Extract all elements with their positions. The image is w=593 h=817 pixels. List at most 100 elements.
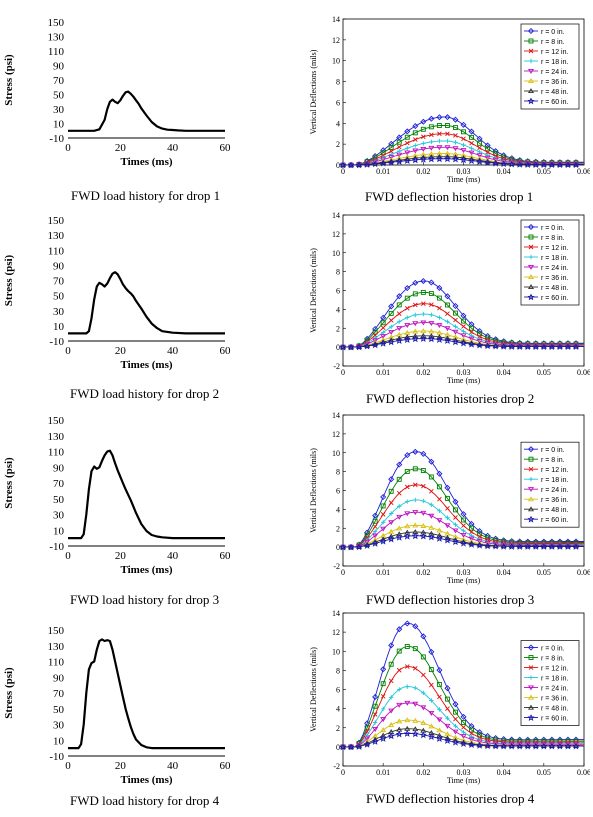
plus-marker [397, 504, 402, 509]
square-marker [461, 129, 466, 135]
triangle-up-marker [436, 527, 443, 533]
legend-label: r = 36 in. [541, 275, 568, 282]
x-marker [453, 515, 458, 520]
star-marker [476, 341, 483, 349]
star-marker [444, 155, 451, 163]
x-marker [388, 318, 394, 323]
star-marker [419, 335, 427, 343]
triangle-up-marker [428, 328, 435, 334]
y-tick-label: -2 [333, 362, 340, 371]
x-marker [437, 305, 442, 311]
legend-label: r = 24 in. [541, 265, 568, 272]
plus-marker [372, 335, 378, 341]
triangle-up-marker [420, 523, 427, 528]
star-marker [339, 161, 347, 169]
legend-label: r = 24 in. [541, 69, 568, 76]
plus-marker [380, 520, 386, 525]
x-tick-label: 0.03 [457, 768, 471, 777]
y-tick-label: 10 [332, 249, 340, 258]
triangle-down-marker [372, 533, 379, 539]
diamond-marker [388, 303, 395, 310]
star-marker [556, 543, 564, 550]
triangle-up-marker [527, 694, 535, 700]
y-tick-label: 10 [53, 119, 65, 131]
x-axis-label: Time (ms) [447, 776, 481, 785]
triangle-up-marker [404, 717, 411, 723]
star-marker [532, 161, 540, 169]
plus-marker [380, 706, 386, 712]
star-marker [484, 159, 492, 166]
triangle-open-marker [444, 153, 451, 159]
x-marker [380, 512, 386, 517]
load-chart-3: -10 10 30 50 70 90 110 130 150 0 20 40 60 Times (ms) S… [0, 412, 235, 577]
diamond-marker [420, 450, 427, 457]
x-marker [396, 490, 402, 496]
star-marker [548, 343, 556, 351]
plus-marker [445, 515, 450, 520]
plus-marker [453, 324, 458, 329]
legend-label: r = 18 in. [541, 477, 568, 484]
plus-marker [389, 695, 394, 700]
diamond-marker [460, 511, 467, 518]
square-marker [396, 476, 402, 482]
x-tick-label: 0 [341, 768, 345, 777]
plus-marker [461, 528, 466, 533]
triangle-open-marker [388, 533, 395, 539]
triangle-down-marker [476, 539, 483, 545]
y-tick-label: 10 [332, 57, 340, 66]
triangle-down-marker [420, 705, 427, 711]
diamond-marker [396, 293, 403, 300]
x-marker [445, 311, 450, 317]
legend-label: r = 60 in. [541, 99, 568, 106]
star-marker [476, 158, 483, 166]
diamond-marker [428, 115, 435, 122]
triangle-open-marker [436, 334, 443, 340]
square-marker [372, 703, 378, 709]
x-tick-label: 0.02 [416, 568, 430, 577]
star-marker [460, 740, 467, 748]
x-tick-label: 0.01 [376, 368, 390, 377]
star-marker [339, 743, 347, 751]
x-marker [528, 665, 534, 670]
y-axis-label: Stress (psi) [3, 54, 15, 106]
x-axis-label: Time (ms) [447, 175, 481, 184]
square-marker [528, 655, 534, 660]
y-tick-label: 130 [48, 230, 65, 242]
plus-marker [453, 140, 458, 145]
triangle-down-marker [460, 734, 467, 740]
y-tick-label: 4 [336, 305, 340, 314]
x-marker [469, 140, 474, 146]
deflection-caption-1: FWD deflection histories drop 1 [365, 189, 534, 204]
star-marker [564, 543, 572, 550]
series-line [343, 535, 584, 548]
x-tick-label: 0.04 [497, 568, 511, 577]
diamond-marker [404, 452, 411, 459]
deflection-caption-2: FWD deflection histories drop 2 [366, 391, 535, 406]
y-tick-label: 14 [332, 411, 340, 420]
x-tick-label: 0.03 [457, 368, 471, 377]
square-marker [380, 503, 386, 509]
diamond-marker [404, 620, 411, 627]
y-tick-label: 50 [53, 90, 65, 102]
star-marker [556, 742, 564, 750]
y-tick-label: 50 [53, 704, 65, 716]
y-tick-label: -10 [49, 751, 64, 763]
star-marker [508, 543, 516, 550]
star-marker [395, 337, 403, 345]
star-marker [452, 738, 459, 746]
triangle-down-marker [412, 148, 419, 154]
star-marker [492, 342, 500, 350]
legend-label: r = 0 in. [541, 447, 565, 454]
square-marker [388, 661, 394, 667]
plus-marker [461, 730, 466, 735]
y-tick-label: 30 [53, 510, 65, 522]
star-marker [379, 159, 387, 167]
star-marker [355, 343, 363, 351]
star-marker [452, 155, 459, 163]
triangle-open-marker [444, 335, 451, 341]
star-marker [572, 543, 580, 550]
legend-label: r = 60 in. [541, 295, 568, 302]
star-marker [363, 342, 371, 350]
series-8 [339, 155, 584, 169]
